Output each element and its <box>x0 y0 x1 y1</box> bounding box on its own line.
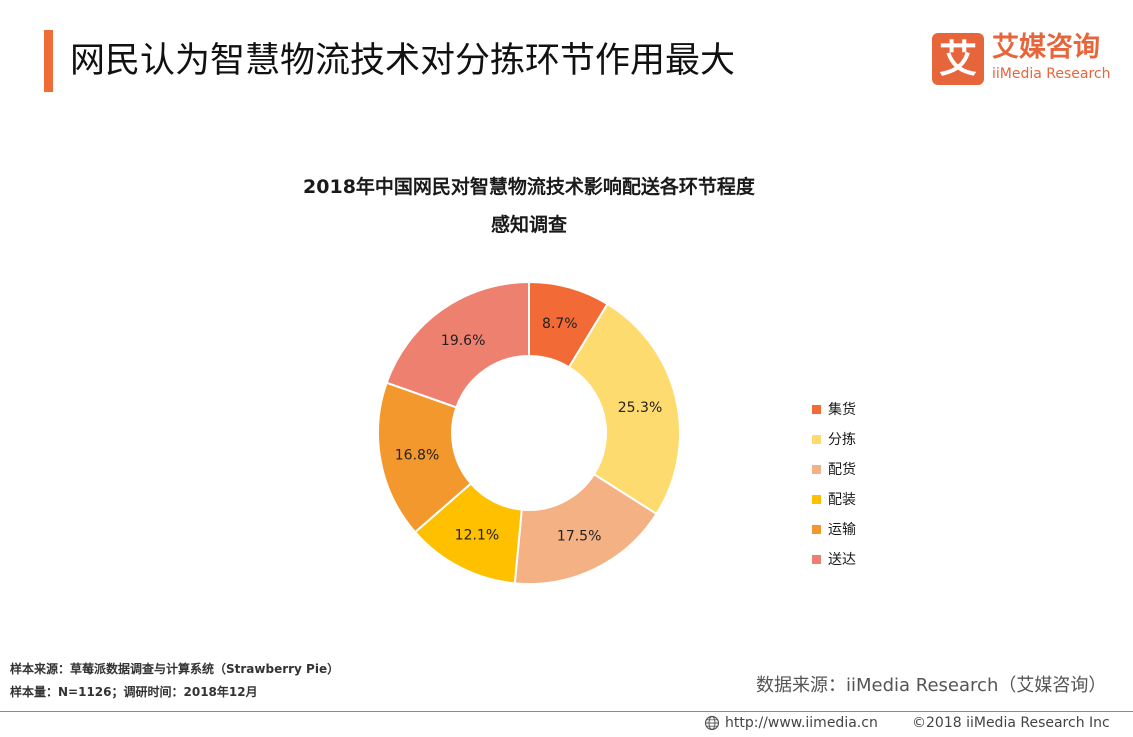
legend-swatch <box>812 524 821 534</box>
logo-name-en: iiMedia Research <box>992 66 1111 82</box>
chart-title-line1: 2018年中国网民对智慧物流技术影响配送各环节程度 <box>303 176 755 198</box>
logo-glyph: 艾 <box>938 37 977 81</box>
logo-badge <box>932 33 984 85</box>
globe-icon <box>704 715 720 731</box>
legend-swatch <box>812 494 821 504</box>
imedia-logo: 艾 艾媒咨询 iiMedia Research <box>932 32 1112 85</box>
slice-label-配装: 12.1% <box>455 527 499 543</box>
legend-label: 分拣 <box>828 432 856 448</box>
legend-swatch <box>812 434 821 444</box>
footer-url-text[interactable]: http://www.iimedia.cn <box>725 715 878 731</box>
slice-送达 <box>385 280 530 409</box>
legend-label: 送达 <box>828 552 856 568</box>
slice-label-运输: 16.8% <box>395 447 439 463</box>
legend-label: 配货 <box>828 462 856 478</box>
legend-item-集货: 集货 <box>812 394 856 424</box>
slice-label-送达: 19.6% <box>441 333 485 349</box>
data-source: 数据来源：iiMedia Research（艾媒咨询） <box>756 675 1107 696</box>
legend-item-分拣: 分拣 <box>812 424 856 454</box>
legend-item-运输: 运输 <box>812 514 856 544</box>
legend-swatch <box>812 554 821 564</box>
slice-label-配货: 17.5% <box>557 528 601 544</box>
legend-label: 运输 <box>828 522 856 538</box>
slice-label-分拣: 25.3% <box>618 400 662 416</box>
legend-swatch <box>812 464 821 474</box>
chart-legend: 集货分拣配货配装运输送达 <box>812 394 856 574</box>
footer-copyright: ©2018 iiMedia Research Inc <box>912 715 1110 731</box>
title-accent-bar <box>44 30 53 92</box>
chart-title-line2: 感知调查 <box>490 214 567 236</box>
legend-item-配装: 配装 <box>812 484 856 514</box>
slice-配货 <box>513 472 658 585</box>
slice-分拣 <box>567 302 681 516</box>
slice-label-集货: 8.7% <box>542 316 578 332</box>
legend-label: 配装 <box>828 492 856 508</box>
sample-notes: 样本来源：草莓派数据调查与计算系统（Strawberry Pie） 样本量：N=… <box>10 658 339 704</box>
legend-label: 集货 <box>828 402 856 418</box>
legend-swatch <box>812 404 821 414</box>
footer-url[interactable]: http://www.iimedia.cn <box>704 713 878 733</box>
logo-name-cn: 艾媒咨询 <box>992 32 1100 63</box>
sample-source: 样本来源：草莓派数据调查与计算系统（Strawberry Pie） <box>10 662 340 676</box>
footer-divider <box>0 711 1133 712</box>
page-title: 网民认为智慧物流技术对分拣环节作用最大 <box>70 41 736 81</box>
legend-item-配货: 配货 <box>812 454 856 484</box>
legend-item-送达: 送达 <box>812 544 856 574</box>
sample-size: 样本量：N=1126；调研时间：2018年12月 <box>10 685 258 699</box>
